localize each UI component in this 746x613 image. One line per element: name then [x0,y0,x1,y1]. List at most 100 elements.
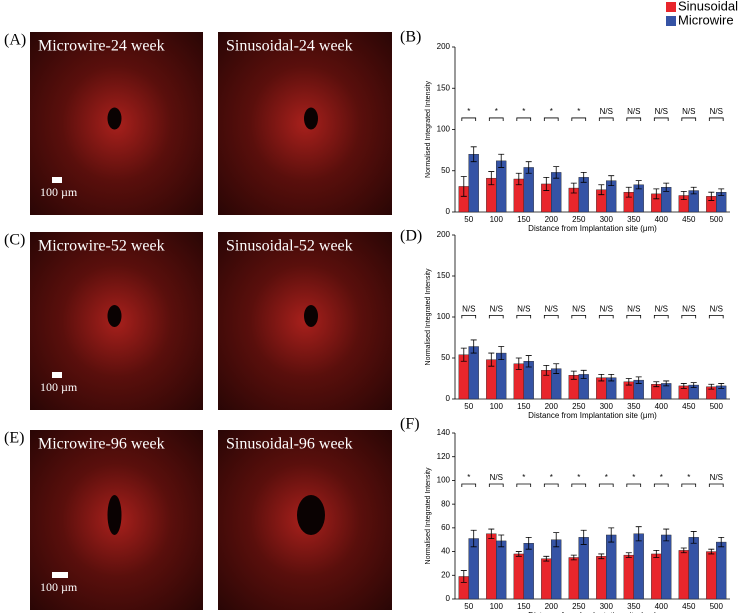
x-tick-label: 100 [490,402,504,411]
error-bar [570,182,577,194]
y-axis-label: Normalised Integrated Intensity [425,81,432,178]
y-axis-label: Normalised Integrated Intensity [425,268,432,365]
image-caption: Microwire-96 week [38,436,165,453]
error-bar [515,357,522,370]
error-bar [653,381,660,388]
significance-label: N/S [600,304,613,313]
significance-label: * [632,473,635,482]
significance-bracket [681,117,697,121]
y-tick-label: 60 [441,523,450,532]
y-tick-label: 20 [441,570,450,579]
bar [468,154,479,213]
bar [523,167,534,213]
error-bar [498,534,505,548]
significance-bracket [681,483,697,487]
error-bar [608,175,615,186]
bar [513,553,524,600]
significance-bracket [488,483,504,487]
error-bar [543,364,550,376]
significance-label: * [550,107,553,116]
panel-label: (F) [400,416,420,433]
y-tick-label: 0 [446,207,451,216]
significance-bracket [653,483,669,487]
error-bar [580,172,587,183]
y-tick-label: 50 [441,166,450,175]
x-tick-label: 150 [517,602,531,611]
significance-bracket [653,314,669,319]
x-tick-label: 200 [545,215,559,224]
x-tick-label: 350 [627,215,641,224]
y-tick-label: 80 [441,499,450,508]
significance-bracket [571,314,587,319]
x-tick-label: 500 [710,402,724,411]
x-tick-label: 300 [600,402,614,411]
error-bar [580,529,587,545]
significance-bracket [488,117,504,121]
scale-bar-label: 100 µm [40,580,78,594]
implant-hole [304,305,318,327]
x-tick-label: 450 [682,215,696,224]
error-bar [663,380,670,387]
significance-bracket [516,483,532,487]
bar [551,539,562,600]
significance-label: N/S [655,107,668,116]
legend-label: Sinusoidal [678,0,738,13]
error-bar [470,529,477,548]
y-tick-label: 100 [437,312,451,321]
significance-label: * [577,473,580,482]
x-tick-label: 300 [600,215,614,224]
significance-bracket [461,117,477,121]
x-tick-label: 150 [517,215,531,224]
significance-bracket [626,314,642,319]
error-bar [635,376,642,384]
significance-label: N/S [710,473,723,482]
scale-bar [52,572,68,578]
x-tick-label: 400 [655,215,669,224]
error-bar [653,549,660,558]
significance-label: * [467,107,470,116]
significance-label: * [577,107,580,116]
x-tick-label: 300 [600,602,614,611]
x-tick-label: 400 [655,402,669,411]
error-bar [718,536,725,548]
x-tick-label: 150 [517,402,531,411]
y-tick-label: 120 [437,452,451,461]
error-bar [488,352,495,367]
image-caption: Sinusoidal-96 week [226,436,353,453]
y-tick-label: 0 [446,394,451,403]
bar [651,553,662,600]
x-tick-label: 350 [627,402,641,411]
x-tick-label: 250 [572,602,586,611]
bar [678,550,689,600]
bar [716,541,727,600]
x-tick-label: 450 [682,602,696,611]
bar [688,537,699,600]
error-bar [718,383,725,389]
error-bar [635,180,642,190]
significance-bracket [571,483,587,487]
significance-label: N/S [710,304,723,313]
error-bar [663,182,670,192]
implant-hole [107,495,122,535]
significance-label: N/S [490,473,503,482]
implant-hole [297,495,325,535]
implant-hole [107,305,122,327]
error-bar [488,171,495,186]
x-tick-label: 450 [682,402,696,411]
error-bar [608,374,615,382]
bar [596,556,607,600]
error-bar [553,166,560,179]
x-tick-label: 500 [710,215,724,224]
significance-label: N/S [627,304,640,313]
bar [661,534,672,600]
significance-label: N/S [682,107,695,116]
error-bar [653,188,660,200]
y-tick-label: 50 [441,353,450,362]
error-bar [470,339,477,354]
bar [541,558,552,600]
y-tick-label: 150 [437,83,451,92]
error-bar [525,536,532,550]
error-bar [525,161,532,174]
significance-bracket [598,117,614,121]
bar [486,533,497,600]
